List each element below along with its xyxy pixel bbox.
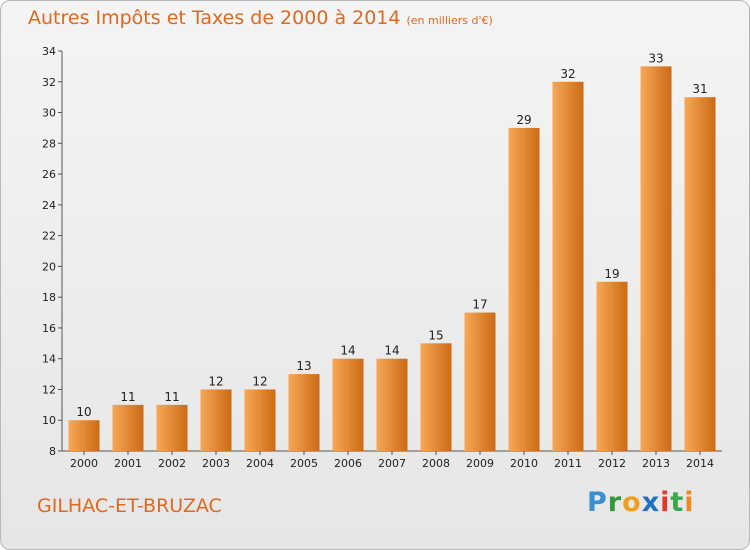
bar	[596, 281, 628, 451]
x-tick-label: 2003	[202, 457, 230, 470]
bar	[420, 343, 452, 451]
logo-letter: i	[684, 487, 695, 518]
y-tick-label: 28	[42, 137, 56, 150]
bar	[288, 374, 320, 451]
data-label: 14	[340, 344, 355, 358]
bar	[464, 312, 496, 451]
bar	[112, 404, 144, 451]
logo-letter: r	[607, 487, 623, 518]
y-tick-label: 32	[42, 76, 56, 89]
x-tick-label: 2012	[598, 457, 626, 470]
x-tick-label: 2001	[114, 457, 142, 470]
data-label: 13	[296, 359, 311, 373]
x-tick-label: 2008	[422, 457, 450, 470]
data-label: 11	[120, 390, 135, 404]
y-tick-label: 26	[42, 168, 56, 181]
data-label: 10	[76, 405, 91, 419]
data-label: 19	[604, 267, 619, 281]
data-label: 11	[164, 390, 179, 404]
x-tick-label: 2005	[290, 457, 318, 470]
unit-note: (en milliers d'€)	[406, 14, 493, 27]
y-tick-label: 16	[42, 322, 56, 335]
title-text: Autres Impôts et Taxes de 2000 à 2014	[28, 7, 401, 29]
bars	[68, 66, 716, 452]
y-tick-label: 12	[42, 383, 56, 396]
data-label: 15	[428, 328, 443, 342]
x-tick-label: 2013	[642, 457, 670, 470]
y-tick-label: 24	[42, 199, 56, 212]
bar	[552, 81, 584, 452]
x-tick-label: 2007	[378, 457, 406, 470]
x-tick-label: 2010	[510, 457, 538, 470]
bar	[376, 358, 408, 451]
data-label: 17	[472, 298, 487, 312]
bar	[156, 404, 188, 451]
y-tick-label: 8	[49, 445, 56, 458]
y-tick-label: 10	[42, 414, 56, 427]
logo-letter: x	[641, 487, 661, 518]
x-tick-label: 2014	[686, 457, 714, 470]
y-tick-label: 14	[42, 353, 56, 366]
y-tick-label: 22	[42, 230, 56, 243]
y-tick-label: 34	[42, 45, 56, 58]
data-label: 29	[516, 113, 531, 127]
bar	[684, 97, 716, 452]
x-tick-label: 2000	[70, 457, 98, 470]
commune-name: GILHAC-ET-BRUZAC	[37, 495, 222, 517]
bar	[640, 66, 672, 451]
data-label: 31	[692, 82, 707, 96]
data-label: 33	[648, 51, 663, 65]
y-tick-label: 18	[42, 291, 56, 304]
proxiti-logo: Proxiti	[587, 487, 695, 518]
data-label: 14	[384, 344, 399, 358]
bar	[332, 358, 364, 451]
labels: 2000 10 2001 11 2002 11 2003 12 2004 12 2005 13 2006…	[70, 51, 714, 470]
logo-letter: t	[670, 487, 685, 518]
data-label: 32	[560, 67, 575, 81]
bar	[508, 127, 540, 451]
data-label: 12	[252, 374, 267, 388]
x-tick-label: 2009	[466, 457, 494, 470]
y-tick-label: 20	[42, 260, 56, 273]
bar	[68, 420, 100, 451]
logo-letter: i	[660, 487, 671, 518]
x-tick-label: 2006	[334, 457, 362, 470]
y-tick-label: 30	[42, 107, 56, 120]
x-tick-label: 2004	[246, 457, 274, 470]
bar	[244, 389, 276, 451]
bar	[200, 389, 232, 451]
x-tick-label: 2002	[158, 457, 186, 470]
x-tick-label: 2011	[554, 457, 582, 470]
logo-letter: o	[622, 487, 642, 518]
chart-title: Autres Impôts et Taxes de 2000 à 2014 (en…	[28, 7, 493, 29]
data-label: 12	[208, 374, 223, 388]
logo-letter: P	[587, 487, 608, 518]
